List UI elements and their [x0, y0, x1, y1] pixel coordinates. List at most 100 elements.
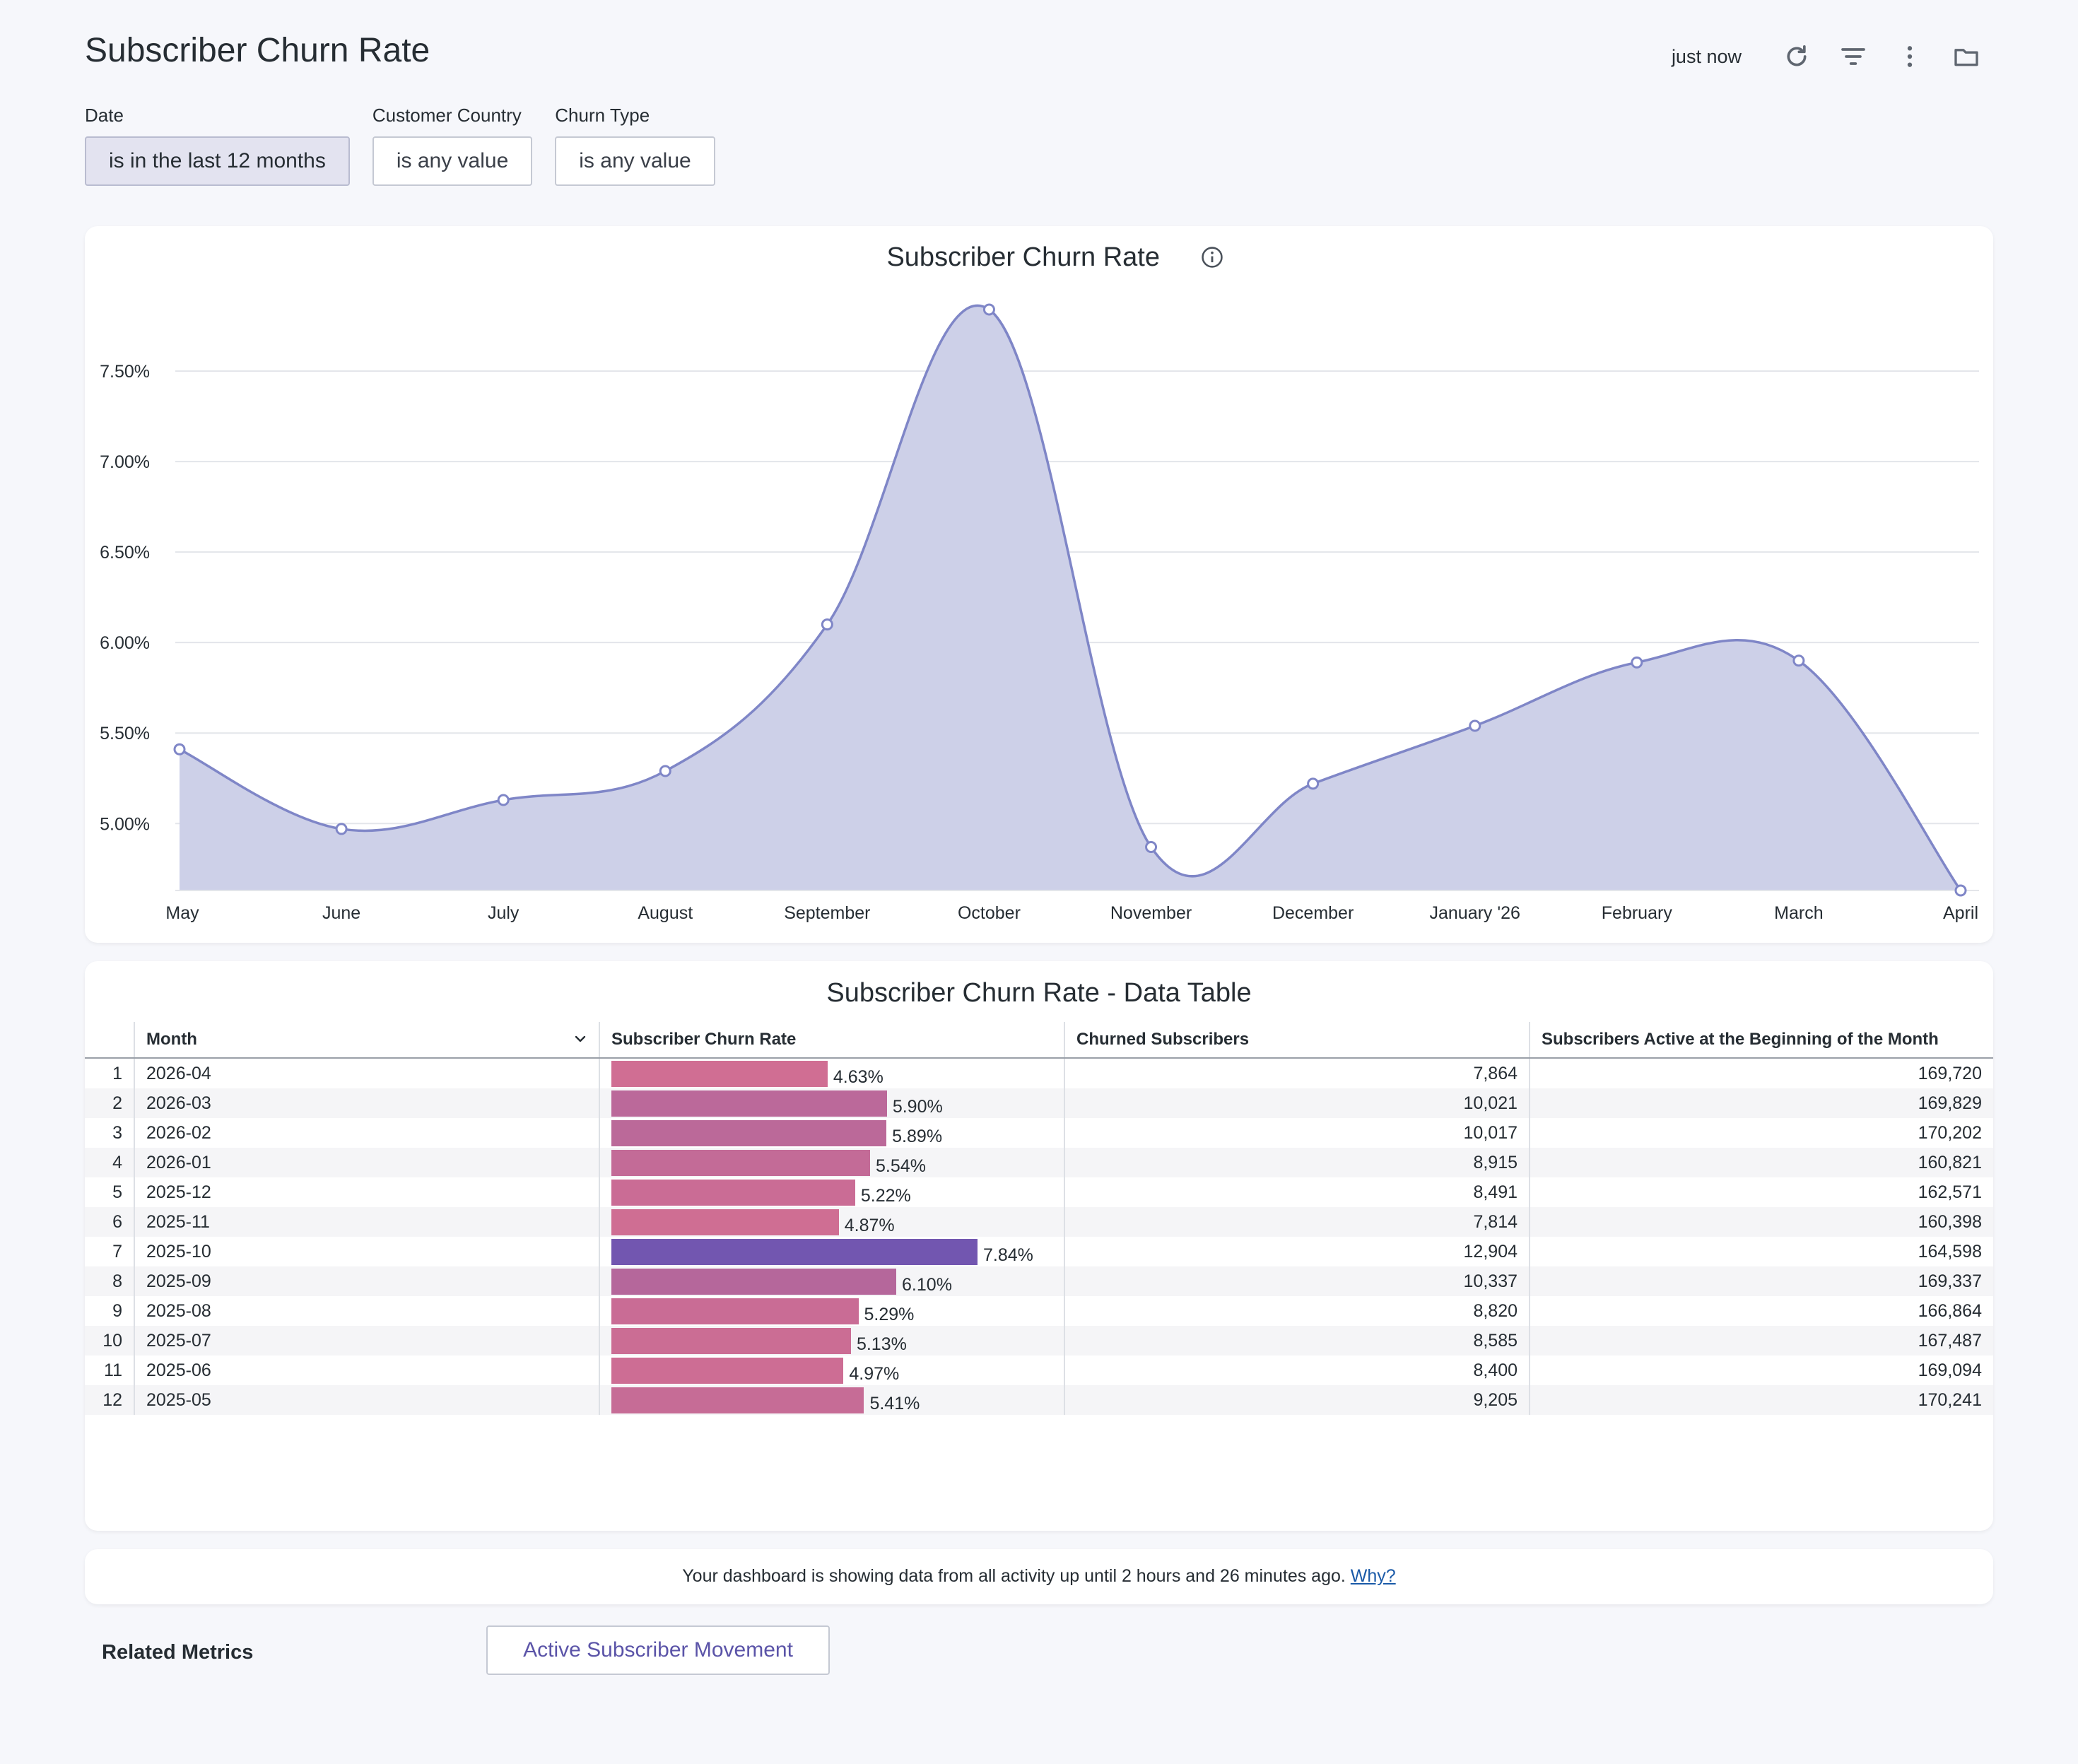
cell-month: 2026-01: [134, 1148, 599, 1177]
churn-rate-bar: [611, 1090, 887, 1117]
related-metrics-label: Related Metrics: [102, 1641, 254, 1664]
cell-churned: 8,585: [1064, 1326, 1530, 1356]
filter-date-button[interactable]: is in the last 12 months: [85, 136, 350, 186]
churn-area-fill: [180, 305, 1961, 890]
data-point[interactable]: [1469, 719, 1481, 732]
y-tick-label: 6.00%: [100, 633, 150, 653]
churn-rate-bar: [611, 1269, 897, 1295]
table-row: 12 2025-05 5.41% 9,205 170,241: [85, 1385, 1993, 1415]
churn-rate-label: 5.90%: [892, 1097, 943, 1117]
table-row: 9 2025-08 5.29% 8,820 166,864: [85, 1296, 1993, 1326]
table-row: 7 2025-10 7.84% 12,904 164,598: [85, 1237, 1993, 1266]
data-point[interactable]: [335, 823, 348, 835]
churn-rate-label: 4.97%: [849, 1364, 900, 1384]
cell-churned: 8,400: [1064, 1356, 1530, 1385]
chevron-down-icon[interactable]: [572, 1030, 589, 1047]
cell-churn-rate: 5.54%: [599, 1148, 1064, 1177]
table-header-row: Month Subscriber Churn Rate Churned Subs…: [85, 1022, 1993, 1059]
x-tick-label: May: [165, 903, 199, 923]
folder-icon[interactable]: [1945, 40, 1988, 74]
y-tick-label: 7.00%: [100, 452, 150, 472]
cell-month: 2026-03: [134, 1088, 599, 1118]
data-point[interactable]: [1145, 841, 1158, 854]
info-icon[interactable]: [1200, 245, 1224, 269]
cell-churn-rate: 7.84%: [599, 1237, 1064, 1266]
data-table-tile: Subscriber Churn Rate - Data Table Month…: [85, 961, 1993, 1531]
page-title: Subscriber Churn Rate: [85, 32, 430, 69]
cell-month: 2025-09: [134, 1266, 599, 1296]
churn-rate-bar: [611, 1150, 871, 1176]
cell-churn-rate: 5.89%: [599, 1118, 1064, 1148]
data-table: Month Subscriber Churn Rate Churned Subs…: [85, 1022, 1993, 1415]
x-tick-label: April: [1943, 903, 1978, 923]
row-index: 7: [85, 1237, 134, 1266]
cell-active: 170,241: [1529, 1385, 1993, 1415]
x-tick-label: October: [958, 903, 1021, 923]
cell-month: 2025-10: [134, 1237, 599, 1266]
cell-month: 2026-02: [134, 1118, 599, 1148]
cell-churned: 9,205: [1064, 1385, 1530, 1415]
col-header-churn-rate[interactable]: Subscriber Churn Rate: [599, 1022, 1064, 1059]
col-header-month[interactable]: Month: [134, 1022, 599, 1059]
filter-churn-type-button[interactable]: is any value: [555, 136, 715, 186]
data-point[interactable]: [1792, 654, 1805, 667]
row-index: 11: [85, 1356, 134, 1385]
cell-churn-rate: 5.41%: [599, 1385, 1064, 1415]
cell-month: 2025-08: [134, 1296, 599, 1326]
table-row: 5 2025-12 5.22% 8,491 162,571: [85, 1177, 1993, 1207]
cell-active: 170,202: [1529, 1118, 1993, 1148]
churn-rate-bar: [611, 1239, 978, 1265]
churn-rate-bar: [611, 1328, 851, 1354]
freshness-text: Your dashboard is showing data from all …: [682, 1566, 1346, 1586]
row-index: 1: [85, 1058, 134, 1088]
y-tick-label: 5.00%: [100, 814, 150, 834]
cell-churned: 7,864: [1064, 1058, 1530, 1088]
cell-month: 2025-07: [134, 1326, 599, 1356]
why-link[interactable]: Why?: [1350, 1566, 1396, 1586]
table-row: 10 2025-07 5.13% 8,585 167,487: [85, 1326, 1993, 1356]
x-tick-label: March: [1774, 903, 1823, 923]
row-index: 9: [85, 1296, 134, 1326]
churn-rate-bar: [611, 1298, 859, 1324]
cell-churn-rate: 5.90%: [599, 1088, 1064, 1118]
cell-active: 164,598: [1529, 1237, 1993, 1266]
data-point[interactable]: [497, 794, 510, 806]
y-tick-label: 7.50%: [100, 362, 150, 382]
chart-title: Subscriber Churn Rate: [85, 242, 1993, 273]
active-subscriber-movement-button[interactable]: Active Subscriber Movement: [486, 1625, 830, 1675]
table-row: 3 2026-02 5.89% 10,017 170,202: [85, 1118, 1993, 1148]
data-point[interactable]: [1631, 656, 1643, 669]
col-header-churned[interactable]: Churned Subscribers: [1064, 1022, 1530, 1059]
cell-churned: 7,814: [1064, 1207, 1530, 1237]
cell-month: 2026-04: [134, 1058, 599, 1088]
data-point[interactable]: [1954, 884, 1967, 897]
data-point[interactable]: [173, 743, 186, 755]
data-point[interactable]: [982, 303, 995, 316]
table-row: 1 2026-04 4.63% 7,864 169,720: [85, 1058, 1993, 1088]
cell-active: 162,571: [1529, 1177, 1993, 1207]
more-vertical-icon[interactable]: [1889, 40, 1931, 74]
cell-churned: 8,915: [1064, 1148, 1530, 1177]
churn-rate-bar: [611, 1120, 887, 1146]
churn-rate-label: 7.84%: [983, 1245, 1033, 1265]
cell-churned: 10,017: [1064, 1118, 1530, 1148]
data-point[interactable]: [659, 765, 671, 777]
col-header-active[interactable]: Subscribers Active at the Beginning of t…: [1529, 1022, 1993, 1059]
churn-line: [179, 304, 1962, 892]
filter-icon[interactable]: [1832, 40, 1874, 74]
refresh-icon[interactable]: [1775, 40, 1818, 74]
churn-rate-bar: [611, 1209, 839, 1235]
cell-active: 169,094: [1529, 1356, 1993, 1385]
churn-rate-label: 4.87%: [844, 1216, 895, 1235]
churn-rate-label: 5.22%: [860, 1186, 911, 1206]
x-tick-label: December: [1272, 903, 1354, 923]
filter-country-button[interactable]: is any value: [372, 136, 533, 186]
row-index: 4: [85, 1148, 134, 1177]
data-point[interactable]: [1307, 777, 1320, 790]
cell-active: 169,337: [1529, 1266, 1993, 1296]
data-point[interactable]: [821, 618, 833, 631]
x-tick-label: September: [784, 903, 870, 923]
cell-active: 169,829: [1529, 1088, 1993, 1118]
y-tick-label: 6.50%: [100, 543, 150, 563]
cell-churned: 8,820: [1064, 1296, 1530, 1326]
